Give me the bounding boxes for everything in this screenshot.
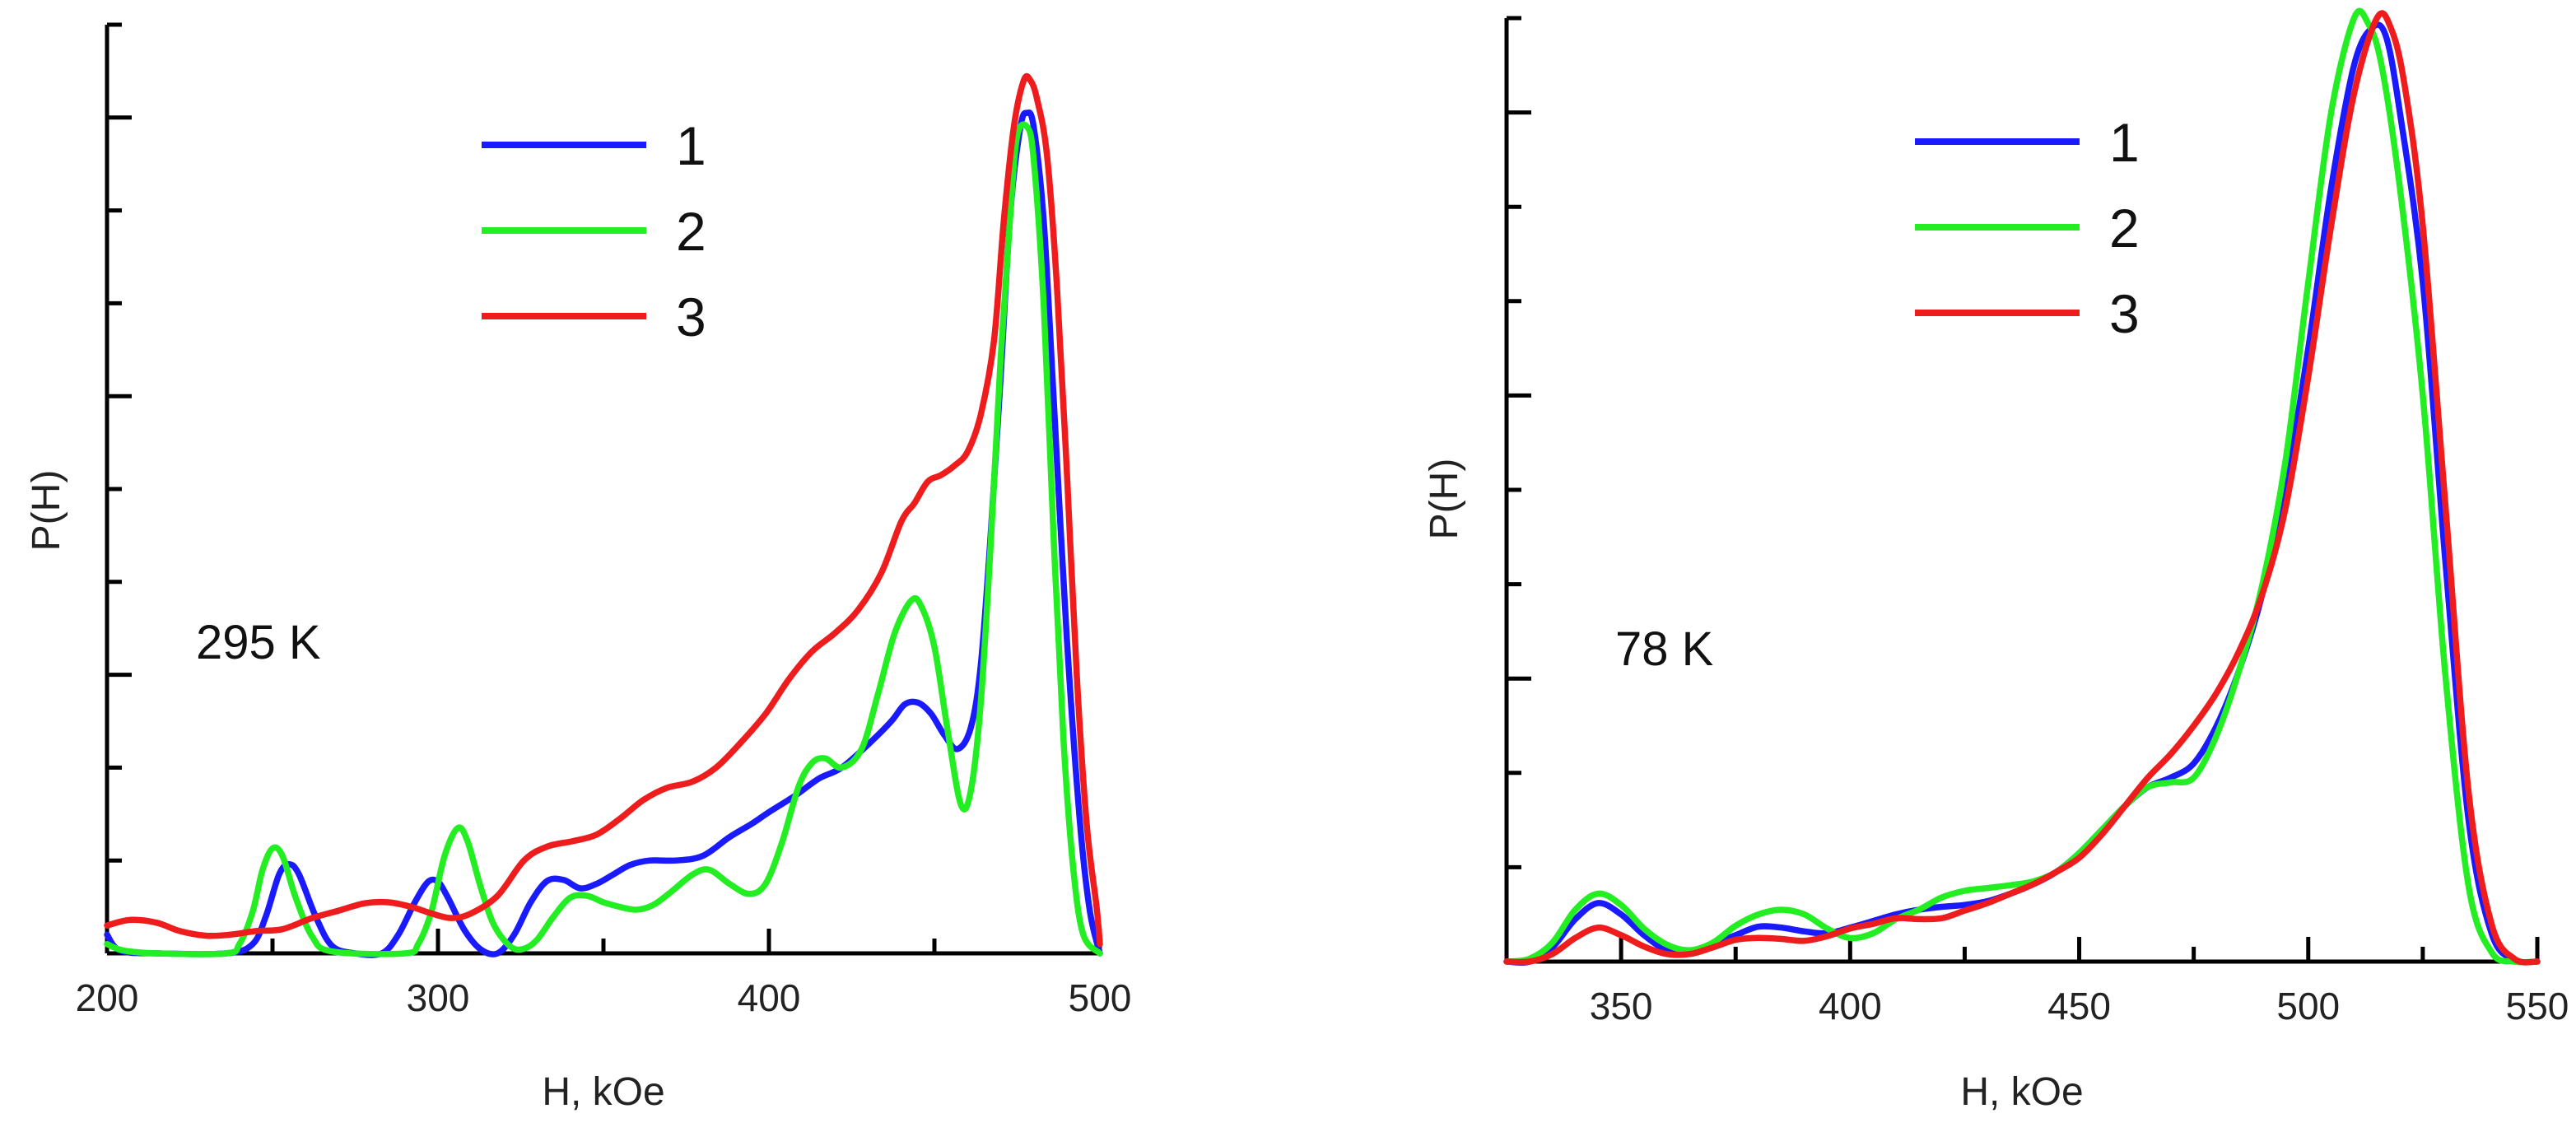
y-axis-title: P(H): [25, 470, 68, 552]
chart-2: 350 400 450 500 550 H, kOe P(H) 1 2 3 78 K: [1423, 7, 2569, 1114]
series-line-3: [1503, 10, 2541, 966]
series-line-2: [1503, 7, 2541, 966]
temperature-annotation: 295 K: [196, 616, 321, 669]
x-tick-label: 200: [76, 976, 139, 1019]
x-tick-label: 550: [2506, 985, 2569, 1027]
x-tick-label: 400: [738, 976, 801, 1019]
legend-label-2: 2: [2109, 198, 2140, 259]
temperature-annotation: 78 K: [1615, 622, 1714, 676]
legend-label-3: 3: [676, 286, 706, 347]
y-axis-title: P(H): [1423, 459, 1466, 540]
x-tick-label: 400: [1819, 985, 1882, 1027]
x-axis-title: H, kOe: [1960, 1070, 2083, 1114]
x-axis-title: H, kOe: [542, 1070, 664, 1114]
x-tick-label: 500: [1069, 976, 1132, 1019]
x-tick-label: 350: [1590, 985, 1653, 1027]
legend: 1 2 3: [1915, 112, 2140, 344]
legend: 1 2 3: [482, 115, 706, 347]
legend-label-1: 1: [676, 115, 706, 176]
legend-label-3: 3: [2109, 283, 2140, 344]
x-tick-label: 500: [2276, 985, 2340, 1027]
legend-label-1: 1: [2109, 112, 2140, 173]
x-tick-label: 300: [407, 976, 470, 1019]
series-line-2: [104, 121, 1103, 957]
series-line-1: [1503, 21, 2541, 967]
chart-1: 200 300 400 500 H, kOe P(H) 1 2 3 295 K: [25, 22, 1132, 1114]
legend-label-2: 2: [676, 201, 706, 262]
x-tick-label: 450: [2047, 985, 2111, 1027]
series-line-3: [104, 72, 1103, 948]
